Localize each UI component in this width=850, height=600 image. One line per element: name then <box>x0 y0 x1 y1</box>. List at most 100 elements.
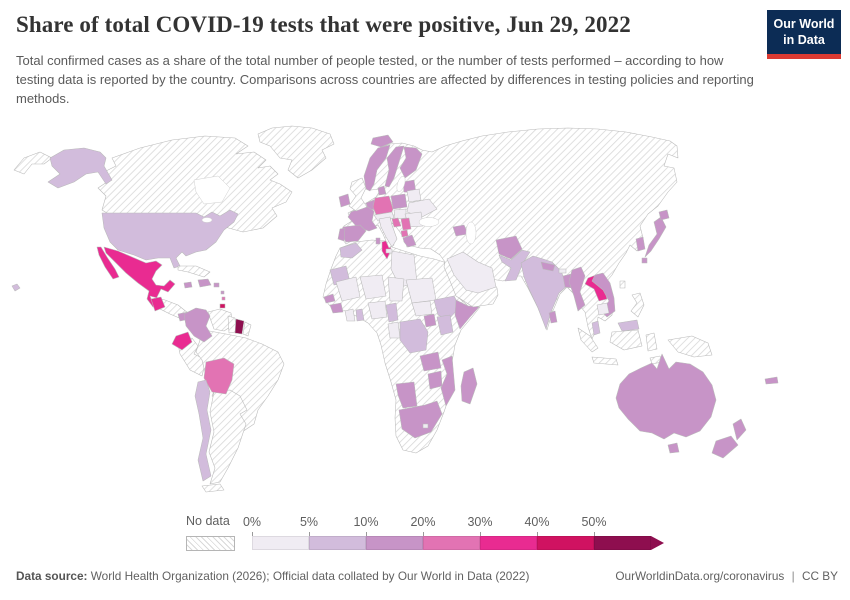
legend-bucket-10%[interactable]: 10% <box>353 515 423 550</box>
island-java[interactable] <box>591 356 619 366</box>
country-hawaii[interactable] <box>11 283 21 292</box>
country-sicily[interactable] <box>385 248 393 254</box>
country-usa[interactable] <box>101 209 239 269</box>
country-iceland[interactable] <box>370 134 394 148</box>
country-chukotka-west[interactable] <box>13 151 53 175</box>
country-ireland[interactable] <box>338 193 351 208</box>
legend-bucket-50%[interactable]: 50% <box>581 515 651 550</box>
country-philippines[interactable] <box>630 292 645 318</box>
country-trinidad[interactable] <box>219 303 226 309</box>
country-mexico[interactable] <box>103 246 176 308</box>
country-namibia[interactable] <box>395 381 418 409</box>
country-lesotho[interactable] <box>422 423 429 429</box>
country-nigeria[interactable] <box>367 300 388 320</box>
country-mali[interactable] <box>335 276 361 302</box>
legend-bucket-30%[interactable]: 30% <box>467 515 537 550</box>
country-greenland[interactable] <box>257 125 335 179</box>
country-vietnam[interactable] <box>591 272 616 318</box>
country-new-zealand-north[interactable] <box>732 418 747 441</box>
country-guatemala[interactable] <box>150 296 166 312</box>
country-japan-hokkaido[interactable] <box>658 209 670 221</box>
country-jamaica[interactable] <box>183 281 193 289</box>
country-france[interactable] <box>347 205 378 232</box>
country-albania-macedonia[interactable] <box>400 229 409 238</box>
island-sulawesi[interactable] <box>645 332 658 352</box>
country-uganda[interactable] <box>423 313 437 328</box>
country-mozambique[interactable] <box>440 355 456 407</box>
country-alaska[interactable] <box>47 147 113 189</box>
country-bhutan[interactable] <box>558 268 567 274</box>
country-cameroon[interactable] <box>385 302 399 323</box>
country-cambodia[interactable] <box>596 302 610 316</box>
country-chile[interactable] <box>194 379 212 482</box>
country-fiji[interactable] <box>764 376 779 385</box>
country-gabon-congo[interactable] <box>387 321 401 339</box>
country-guinea[interactable] <box>329 302 344 314</box>
country-india[interactable] <box>520 255 568 330</box>
country-niger[interactable] <box>359 274 387 300</box>
country-denmark[interactable] <box>377 185 387 196</box>
country-south-africa[interactable] <box>398 400 443 439</box>
country-south-sudan[interactable] <box>411 300 433 317</box>
country-zimbabwe[interactable] <box>427 370 443 390</box>
country-colombia[interactable] <box>183 307 213 343</box>
country-borneo-malaysia[interactable] <box>617 319 640 332</box>
country-antilles-1[interactable] <box>220 290 225 295</box>
country-norway[interactable] <box>363 144 391 192</box>
country-sardinia[interactable] <box>375 237 381 245</box>
region-tierra-del-fuego[interactable] <box>201 483 225 493</box>
country-hispaniola[interactable] <box>197 278 212 288</box>
country-finland[interactable] <box>399 146 423 179</box>
owid-logo[interactable]: Our World in Data <box>767 10 841 60</box>
country-poland[interactable] <box>390 193 408 210</box>
footer-url-link[interactable]: OurWorldinData.org/coronavirus <box>615 569 785 583</box>
island-borneo[interactable] <box>609 329 643 351</box>
country-argentina[interactable] <box>208 389 248 485</box>
country-croatia[interactable] <box>391 217 402 228</box>
country-drc[interactable] <box>399 318 429 354</box>
country-afghanistan[interactable] <box>495 235 523 260</box>
country-portugal[interactable] <box>337 227 346 242</box>
country-ecuador[interactable] <box>171 331 193 351</box>
country-south-korea[interactable] <box>635 236 646 252</box>
country-serbia[interactable] <box>400 217 412 231</box>
country-greece[interactable] <box>402 234 417 248</box>
country-uk[interactable] <box>348 177 368 212</box>
country-pakistan[interactable] <box>498 249 531 282</box>
country-australia[interactable] <box>615 353 717 440</box>
country-cuba[interactable] <box>177 265 211 278</box>
country-suriname[interactable] <box>234 318 245 335</box>
country-hungary-slovakia[interactable] <box>393 208 407 220</box>
legend-bucket-40%[interactable]: 40% <box>524 515 594 550</box>
island-sumatra[interactable] <box>577 327 599 353</box>
country-sweden[interactable] <box>384 145 405 188</box>
country-puerto-rico[interactable] <box>213 282 220 288</box>
country-cote-divoire[interactable] <box>344 308 356 322</box>
country-sri-lanka[interactable] <box>548 310 558 324</box>
country-senegal[interactable] <box>323 293 336 304</box>
country-nepal[interactable] <box>540 261 556 272</box>
country-ukraine[interactable] <box>406 198 438 218</box>
country-taiwan[interactable] <box>619 280 626 289</box>
legend-bucket-0%[interactable]: 0% <box>243 515 309 550</box>
country-zambia[interactable] <box>419 351 442 372</box>
region-tasmania[interactable] <box>667 442 680 454</box>
country-belarus[interactable] <box>406 188 422 203</box>
country-papua-new-guinea[interactable] <box>667 335 713 358</box>
country-madagascar[interactable] <box>460 367 478 405</box>
country-antilles-2[interactable] <box>221 296 226 301</box>
legend-bucket-5%[interactable]: 5% <box>300 515 366 550</box>
legend-no-data-swatch[interactable] <box>186 536 235 551</box>
country-malaysia[interactable] <box>591 320 601 336</box>
country-ghana[interactable] <box>355 308 365 322</box>
country-baja-california[interactable] <box>96 246 120 280</box>
country-italy[interactable] <box>378 216 398 248</box>
country-guyana[interactable] <box>227 315 237 334</box>
country-new-zealand-south[interactable] <box>711 435 739 459</box>
country-japan-kyushu[interactable] <box>641 257 648 264</box>
country-chad[interactable] <box>387 276 405 302</box>
country-ethiopia[interactable] <box>433 295 461 321</box>
country-kenya[interactable] <box>436 314 454 336</box>
country-french-guiana[interactable] <box>242 321 252 337</box>
country-japan[interactable] <box>644 216 667 258</box>
